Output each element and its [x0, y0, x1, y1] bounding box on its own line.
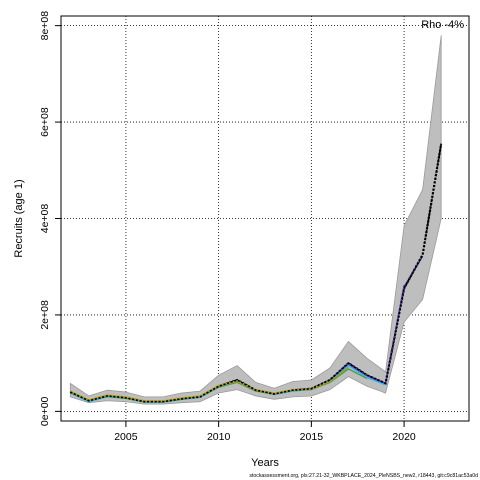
footer-source: stockassessment.org, pls:27.21-32_WKBPLA…: [249, 473, 478, 479]
x-axis-ticks: 2005 2010 2015 2020: [114, 421, 416, 443]
y-tick-label-2: 4e+08: [39, 204, 51, 234]
y-tick-label-4: 8e+08: [39, 11, 51, 41]
x-axis-title: Years: [251, 457, 279, 469]
y-tick-label-1: 2e+08: [39, 300, 51, 330]
x-tick-label-3: 2020: [392, 431, 416, 443]
confidence-band-layer: [69, 35, 442, 405]
y-axis-title: Recruits (age 1): [13, 179, 25, 257]
confidence-band: [69, 35, 442, 405]
series-line-0: [69, 143, 443, 403]
series-line-top: [69, 143, 442, 403]
y-tick-label-3: 6e+08: [39, 107, 51, 137]
y-axis-ticks: 0e+00 2e+08 4e+08 6e+08 8e+08: [39, 11, 61, 426]
series-layer: [69, 143, 443, 403]
series-line-6: [69, 380, 331, 402]
x-tick-label-2: 2015: [300, 431, 324, 443]
x-tick-label-1: 2010: [207, 431, 231, 443]
y-tick-label-0: 0e+00: [39, 396, 51, 426]
rho-annotation: Rho -4%: [421, 19, 464, 31]
x-tick-label-0: 2005: [114, 431, 138, 443]
